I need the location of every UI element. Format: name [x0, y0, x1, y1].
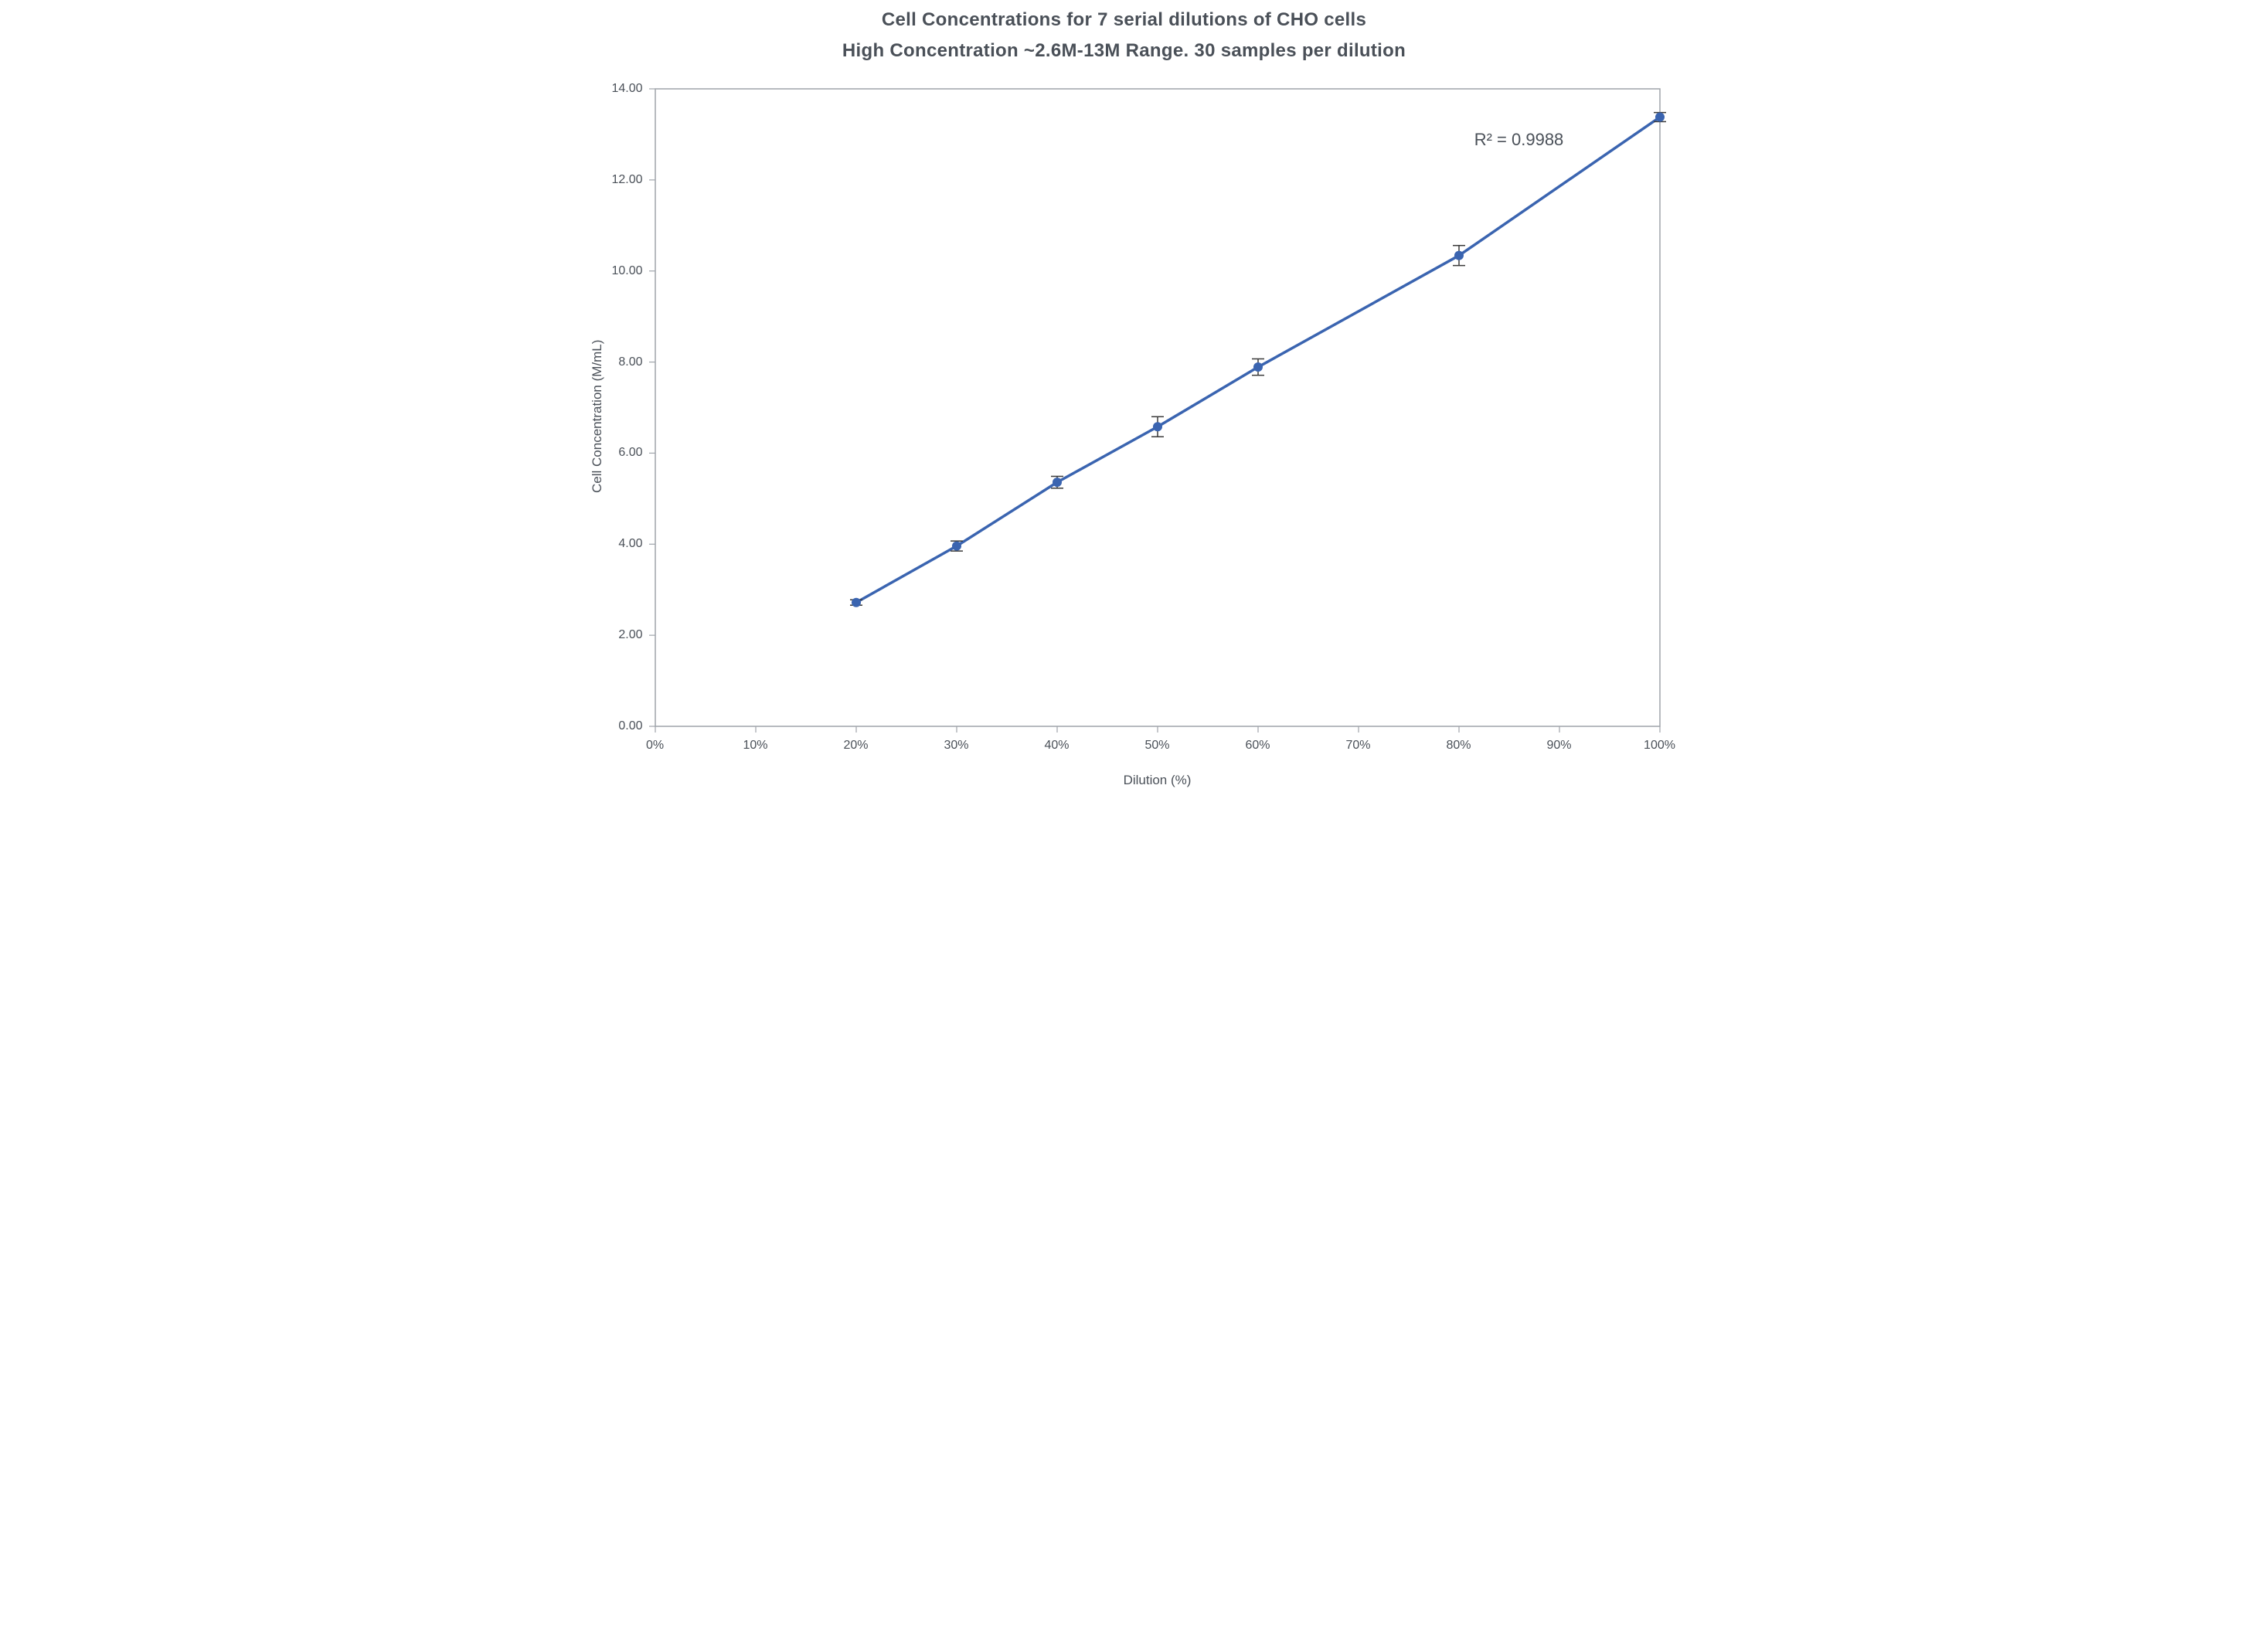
y-tick-label: 4.00	[618, 537, 642, 551]
chart-container: Cell Concentrations for 7 serial dilutio…	[563, 0, 1686, 826]
r-squared-annotation: R² = 0.9988	[1474, 130, 1564, 150]
x-tick-label: 50%	[1144, 739, 1169, 753]
x-tick-label: 60%	[1245, 739, 1270, 753]
y-axis-label: Cell Concentration (M/mL)	[590, 339, 605, 492]
chart-titles: Cell Concentrations for 7 serial dilutio…	[563, 9, 1686, 62]
y-tick-label: 0.00	[618, 719, 642, 733]
plot-svg	[655, 89, 1660, 726]
x-tick-label: 20%	[843, 739, 868, 753]
y-tick-label: 14.00	[611, 82, 642, 96]
x-tick-label: 90%	[1546, 739, 1571, 753]
y-tick-label: 8.00	[618, 355, 642, 369]
y-tick-label: 6.00	[618, 446, 642, 460]
y-tick-label: 10.00	[611, 264, 642, 278]
chart-title-line2: High Concentration ~2.6M-13M Range. 30 s…	[563, 40, 1686, 62]
x-tick-label: 40%	[1044, 739, 1069, 753]
y-tick-label: 2.00	[618, 628, 642, 642]
x-tick-label: 100%	[1644, 739, 1675, 753]
x-tick-label: 80%	[1446, 739, 1471, 753]
plot-area: R² = 0.9988 0%10%20%30%40%50%60%70%80%90…	[655, 89, 1660, 726]
x-tick-label: 0%	[646, 739, 664, 753]
x-tick-label: 30%	[944, 739, 968, 753]
y-tick-label: 12.00	[611, 173, 642, 187]
x-tick-label: 10%	[743, 739, 767, 753]
x-tick-label: 70%	[1345, 739, 1370, 753]
x-axis-label: Dilution (%)	[1124, 773, 1192, 788]
chart-title-line1: Cell Concentrations for 7 serial dilutio…	[563, 9, 1686, 31]
